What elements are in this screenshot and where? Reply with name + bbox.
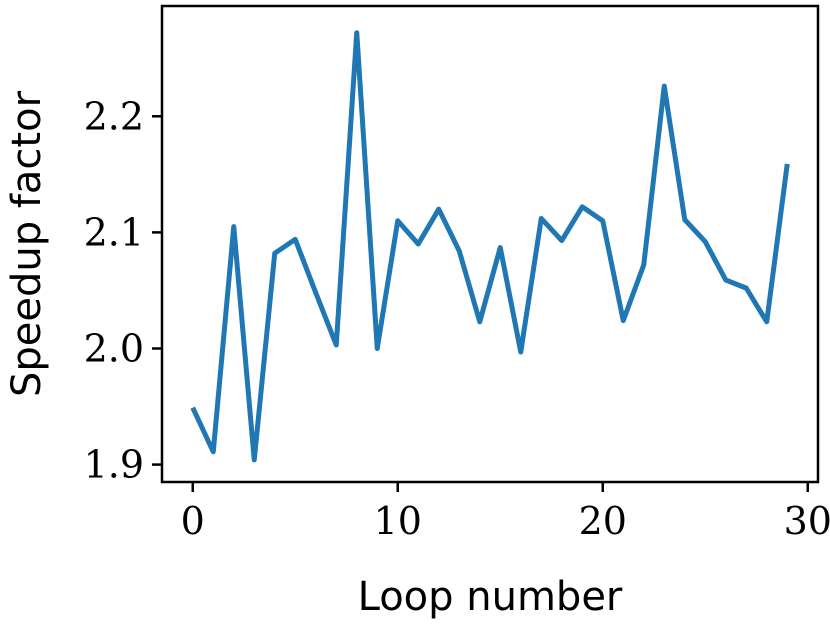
series-line	[190, 30, 790, 463]
data-point	[682, 217, 687, 222]
data-point	[662, 84, 667, 89]
data-point	[375, 346, 380, 351]
x-tick-label: 20	[579, 499, 627, 543]
y-tick-label: 1.9	[84, 443, 144, 487]
data-point	[416, 242, 421, 247]
data-point	[559, 238, 564, 243]
data-point	[395, 218, 400, 223]
data-point	[252, 457, 257, 462]
data-point	[457, 248, 462, 253]
x-axis-label: Loop number	[358, 574, 623, 620]
x-tick-label: 10	[374, 499, 422, 543]
x-tick-label: 0	[181, 499, 205, 543]
data-point	[785, 161, 790, 166]
y-tick-label: 2.0	[84, 326, 144, 370]
data-point	[600, 218, 605, 223]
data-point	[539, 216, 544, 221]
y-tick-label: 2.2	[84, 94, 144, 138]
data-point	[211, 449, 216, 454]
data-point	[744, 286, 749, 291]
data-point	[334, 343, 339, 348]
data-point	[436, 207, 441, 212]
data-point	[518, 349, 523, 354]
data-point	[293, 237, 298, 242]
data-point	[231, 224, 236, 229]
data-point	[272, 251, 277, 256]
y-axis-label: Speedup factor	[4, 90, 50, 397]
data-point	[354, 30, 359, 35]
plot-frame	[160, 4, 820, 484]
data-point	[580, 204, 585, 209]
data-point	[641, 262, 646, 267]
x-tick-label: 30	[784, 499, 830, 543]
y-axis: 1.9 2.0 2.1 2.2	[84, 94, 162, 487]
data-point	[313, 290, 318, 295]
data-point	[498, 245, 503, 250]
x-axis: 0 10 20 30	[181, 482, 830, 543]
data-point	[703, 239, 708, 244]
data-point	[621, 318, 626, 323]
data-point	[477, 319, 482, 324]
data-point	[723, 277, 728, 282]
data-point	[764, 319, 769, 324]
y-tick-label: 2.1	[84, 210, 144, 254]
data-point	[190, 405, 195, 410]
series-layer	[190, 30, 790, 463]
